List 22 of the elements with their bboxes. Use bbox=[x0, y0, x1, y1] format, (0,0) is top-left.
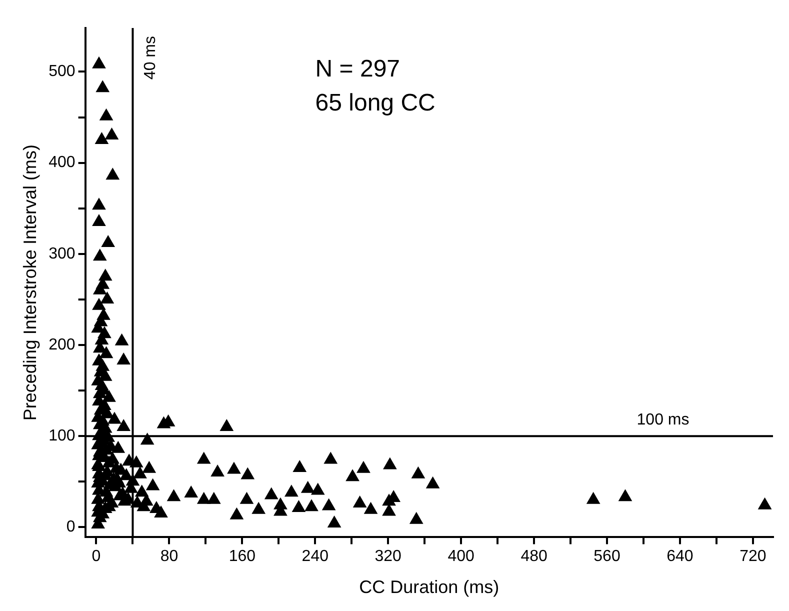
x-tick-label: 80 bbox=[160, 548, 178, 566]
y-tick-label: 100 bbox=[48, 427, 76, 444]
y-axis-title: Preceding Interstroke Interval (ms) bbox=[20, 144, 40, 421]
annotation: N = 297 bbox=[315, 56, 400, 83]
x-tick-label: 560 bbox=[594, 548, 620, 566]
x-axis-title: CC Duration (ms) bbox=[359, 577, 500, 598]
y-tick-label: 500 bbox=[48, 63, 76, 80]
y-tick-label: 300 bbox=[48, 245, 76, 262]
annotation: 65 long CC bbox=[315, 90, 436, 117]
x-tick-label: 480 bbox=[520, 548, 548, 566]
x-tick-label: 320 bbox=[374, 548, 402, 566]
ref-line-label: 40 ms bbox=[142, 36, 160, 80]
x-tick-label: 720 bbox=[740, 548, 766, 566]
x-tick-label: 0 bbox=[92, 548, 101, 566]
x-tick-label: 400 bbox=[448, 548, 475, 566]
x-tick-label: 240 bbox=[302, 548, 329, 566]
y-tick-label: 400 bbox=[48, 154, 76, 172]
y-tick-label: 0 bbox=[66, 518, 76, 536]
x-tick-label: 640 bbox=[666, 548, 694, 566]
y-tick-label: 200 bbox=[48, 336, 76, 354]
x-tick-label: 160 bbox=[228, 548, 256, 566]
ref-line-label: 100 ms bbox=[636, 411, 690, 428]
